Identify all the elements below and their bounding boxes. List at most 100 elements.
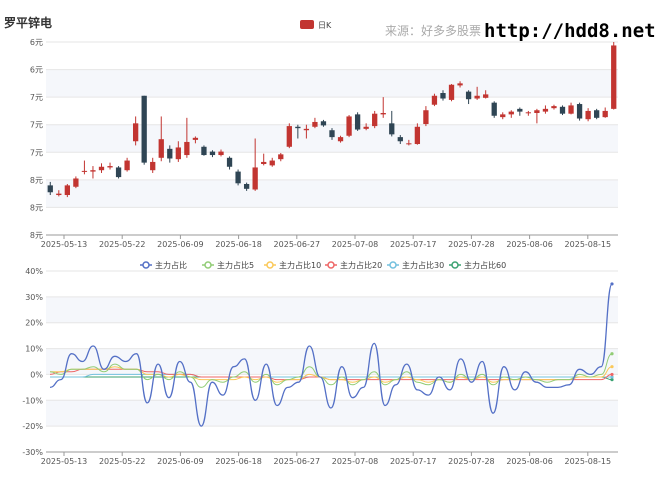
candlestick xyxy=(184,117,190,158)
candle-body xyxy=(363,126,369,129)
candle-body xyxy=(73,178,79,187)
candlestick xyxy=(329,128,335,140)
candlestick xyxy=(465,90,472,105)
candlestick xyxy=(124,157,130,172)
x-tick-label: 2025-07-08 xyxy=(332,240,379,249)
candlestick xyxy=(559,105,566,116)
candle-body xyxy=(448,84,455,100)
candle-body xyxy=(56,193,62,196)
y-tick-label: 6元 xyxy=(30,66,43,75)
candlestick xyxy=(141,95,147,165)
series-line xyxy=(49,353,613,388)
series-end-point xyxy=(610,282,614,286)
candlestick xyxy=(201,145,207,156)
legend-label: 主力占比 xyxy=(155,260,187,270)
candle-body xyxy=(508,111,514,115)
candlestick xyxy=(576,102,583,121)
candlestick xyxy=(295,124,301,139)
x-tick-label: 2025-05-22 xyxy=(99,457,146,466)
candlestick xyxy=(90,166,96,179)
candlestick xyxy=(303,124,310,139)
candle-body xyxy=(423,110,429,125)
candlestick xyxy=(286,123,292,149)
y-tick-label: 20% xyxy=(25,319,43,328)
candlestick xyxy=(218,149,224,157)
candlestick xyxy=(568,102,574,115)
candlestick xyxy=(278,152,284,162)
candlestick xyxy=(525,110,532,116)
candle-body xyxy=(576,104,583,119)
legend-label: 主力占比5 xyxy=(217,260,254,270)
candle-body xyxy=(483,94,489,98)
candlestick xyxy=(56,190,62,197)
candlestick xyxy=(448,84,455,102)
legend-item: 主力占比5 xyxy=(202,260,254,270)
x-tick-label: 2025-05-13 xyxy=(41,240,88,249)
candlestick xyxy=(47,181,53,196)
candle-body xyxy=(525,112,532,114)
x-tick-label: 2025-07-17 xyxy=(390,457,437,466)
candlestick xyxy=(354,112,361,131)
candle-body xyxy=(81,170,88,172)
grid-band xyxy=(46,400,618,427)
candlestick xyxy=(115,166,122,179)
candlestick xyxy=(150,157,156,173)
candle-body xyxy=(500,114,506,118)
candle-body xyxy=(465,91,472,100)
series-end-point xyxy=(610,365,614,369)
candle-body xyxy=(141,95,147,163)
candle-body xyxy=(226,157,233,167)
site-url: http://hdd8.net xyxy=(484,20,656,42)
x-tick-label: 2025-08-06 xyxy=(506,240,553,249)
candle-body xyxy=(542,108,549,112)
candle-body xyxy=(261,161,267,165)
y-tick-label: 8元 xyxy=(30,231,43,240)
candlestick xyxy=(542,105,549,114)
candle-body xyxy=(201,146,207,156)
candlestick xyxy=(500,112,506,120)
y-tick-label: 30% xyxy=(25,293,43,302)
candle-body xyxy=(295,126,301,129)
source-label: 来源：好多多股票 xyxy=(385,24,481,38)
y-tick-label: -30% xyxy=(22,448,43,457)
legend-label: 主力占比60 xyxy=(464,260,506,270)
candle-body xyxy=(346,116,352,136)
candle-body xyxy=(132,123,139,142)
candle-body xyxy=(98,166,105,171)
candle-body xyxy=(594,110,600,118)
legend-swatch-rik xyxy=(300,20,314,29)
stock-name-title: 罗平锌电 xyxy=(4,15,52,30)
candle-body xyxy=(457,83,463,86)
candle-body xyxy=(354,114,361,130)
candle-body xyxy=(47,185,53,193)
candlestick xyxy=(431,93,438,107)
candlestick xyxy=(312,117,318,129)
candlestick xyxy=(551,104,557,110)
y-tick-label: 0% xyxy=(30,370,43,379)
legend-label-rik: 日K xyxy=(318,21,332,30)
x-tick-label: 2025-08-06 xyxy=(506,457,553,466)
candle-body xyxy=(406,143,412,145)
candle-body xyxy=(337,137,344,142)
grid-band xyxy=(46,69,618,98)
legend-swatch-dot xyxy=(142,261,150,269)
candle-body xyxy=(124,160,130,171)
candlestick xyxy=(226,156,233,170)
x-tick-label: 2025-07-28 xyxy=(448,457,495,466)
grid-band xyxy=(46,348,618,375)
candle-body xyxy=(192,137,199,140)
x-tick-label: 2025-08-15 xyxy=(565,457,612,466)
candlestick xyxy=(167,145,173,163)
series-end-point xyxy=(610,352,614,356)
x-tick-label: 2025-06-18 xyxy=(215,240,262,249)
candle-body xyxy=(286,126,292,147)
candlestick xyxy=(261,153,267,166)
y-tick-label: 10% xyxy=(25,345,43,354)
candlestick xyxy=(209,150,216,158)
candle-body xyxy=(115,167,122,178)
x-tick-label: 2025-06-27 xyxy=(274,457,321,466)
grid-band xyxy=(46,296,618,323)
legend-item: 主力占比10 xyxy=(264,260,321,270)
legend-label: 主力占比10 xyxy=(279,260,321,270)
